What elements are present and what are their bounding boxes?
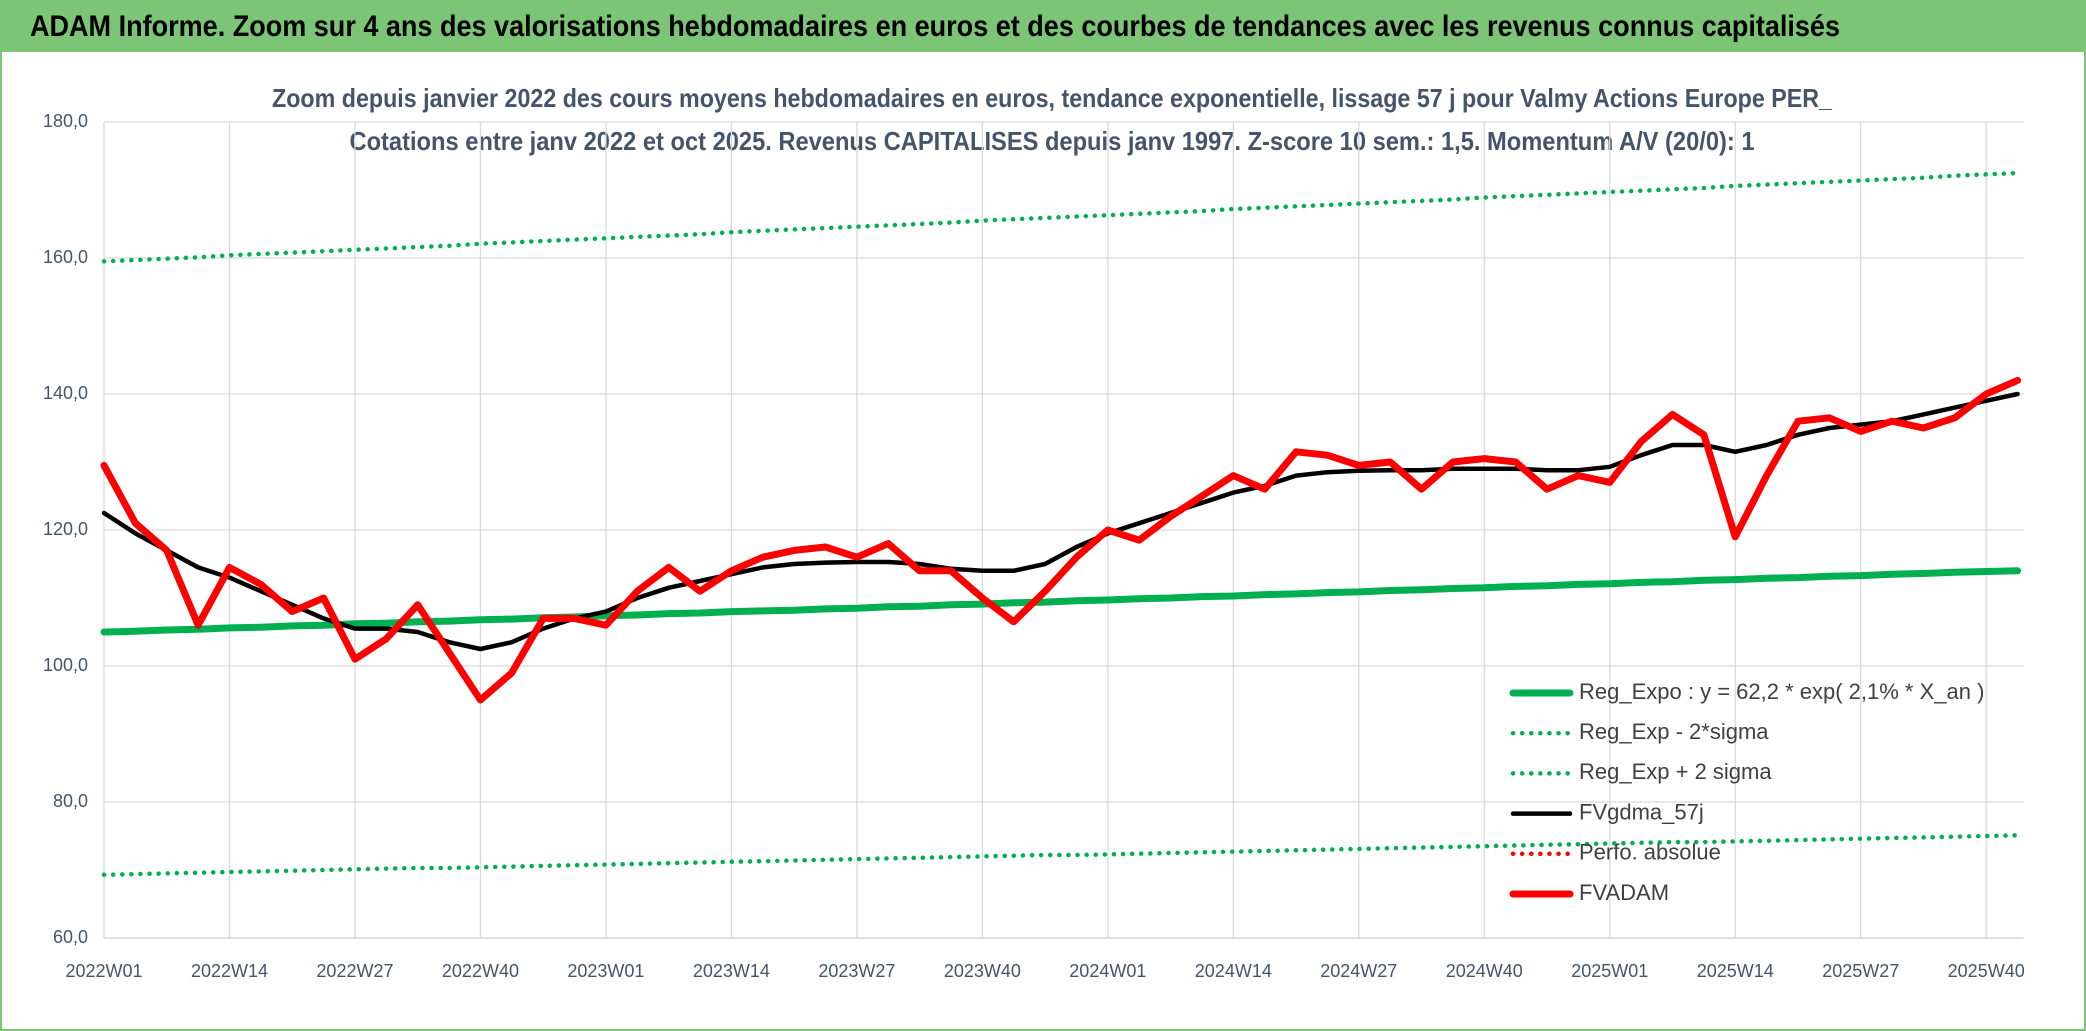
series-line [100,567,2022,636]
legend-label: Reg_Exp - 2*sigma [1579,719,1769,744]
y-tick-label: 180,0 [43,111,88,131]
x-tick-label: 2022W14 [191,961,268,981]
x-tick-label: 2024W14 [1195,961,1272,981]
y-tick-label: 100,0 [43,655,88,675]
x-tick-label: 2025W14 [1697,961,1774,981]
series-line [101,391,2020,652]
x-tick-label: 2023W01 [567,961,644,981]
series-line [100,376,2022,704]
x-tick-label: 2022W40 [442,961,519,981]
legend-label: Reg_Expo : y = 62,2 * exp( 2,1% * X_an ) [1579,679,1984,704]
y-tick-label: 160,0 [43,247,88,267]
chart-title: Zoom depuis janvier 2022 des cours moyen… [272,83,1832,113]
header-bar [0,0,2086,52]
x-tick-label: 2025W27 [1822,961,1899,981]
grid: 60,0 80,0 100,0 120,0 140,0 160,0 180,0 2022W01… [43,111,2025,981]
series-line [101,833,2020,878]
x-tick-label: 2022W27 [316,961,393,981]
x-tick-label: 2025W40 [1948,961,2025,981]
legend-label: Perfo. absolue [1579,840,1721,865]
plot [100,170,2022,878]
x-tick-label: 2023W14 [693,961,770,981]
x-tick-label: 2023W27 [818,961,895,981]
legend-label: FVgdma_57j [1579,799,1704,824]
header-title: ADAM Informe. Zoom sur 4 ans des valoris… [30,10,1840,43]
x-tick-label: 2024W27 [1320,961,1397,981]
x-tick-label: 2022W01 [65,961,142,981]
y-tick-label: 60,0 [53,927,88,947]
y-tick-label: 140,0 [43,383,88,403]
legend-label: FVADAM [1579,880,1669,905]
y-tick-label: 120,0 [43,519,88,539]
legend-label: Reg_Exp + 2 sigma [1579,759,1772,784]
y-tick-label: 80,0 [53,791,88,811]
x-tick-label: 2024W01 [1069,961,1146,981]
x-tick-label: 2024W40 [1446,961,1523,981]
x-tick-label: 2025W01 [1571,961,1648,981]
legend: Reg_Expo : y = 62,2 * exp( 2,1% * X_an )… [1509,679,1984,905]
chart-subtitle: Cotations entre janv 2022 et oct 2025. R… [350,126,1755,156]
series-line [101,170,2020,264]
x-tick-label: 2023W40 [944,961,1021,981]
